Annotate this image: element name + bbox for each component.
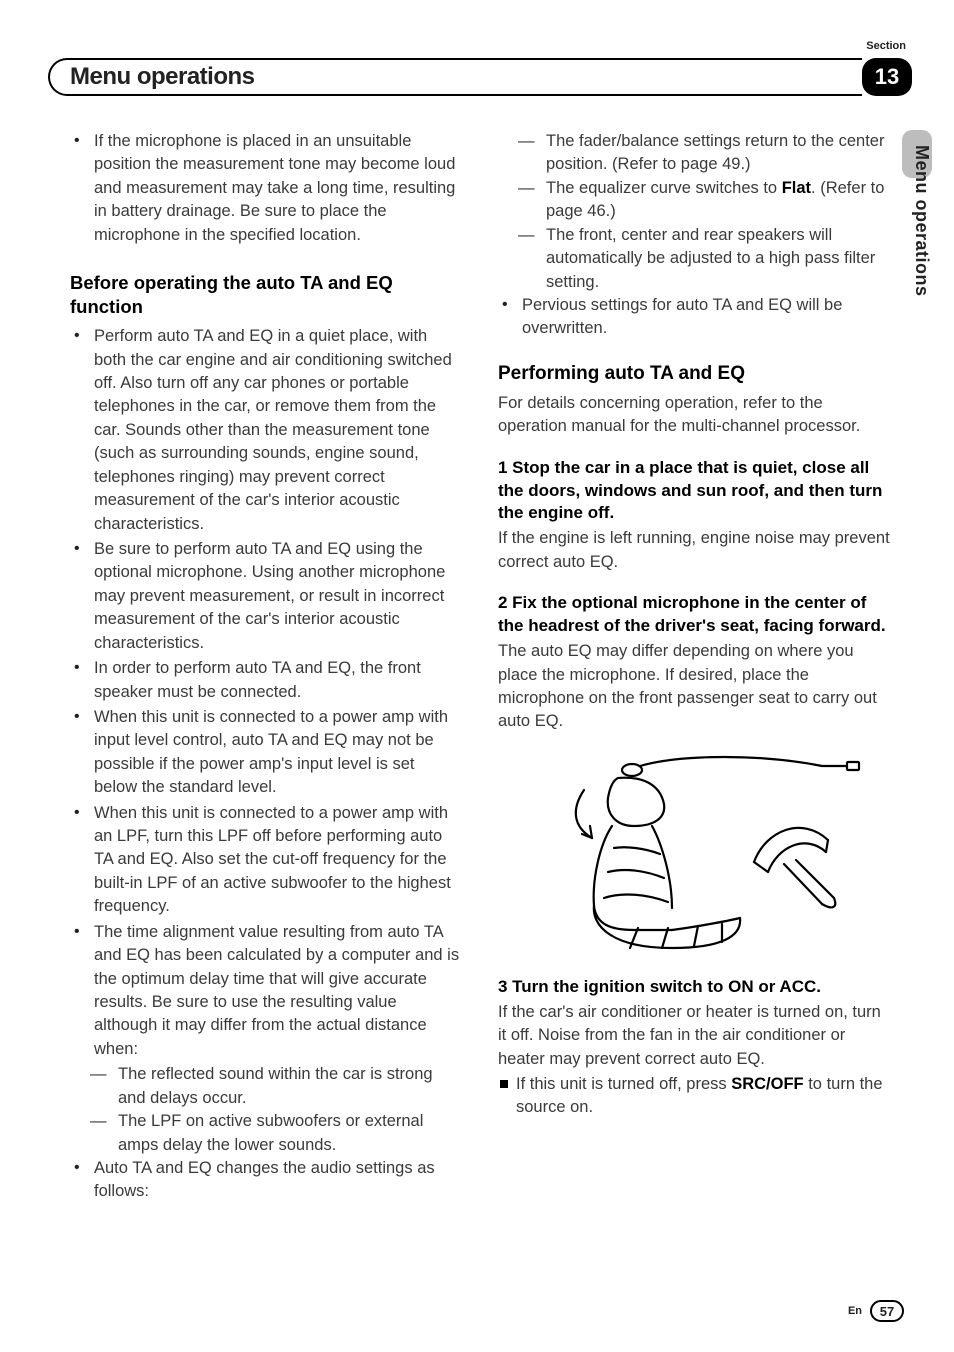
content: If the microphone is placed in an unsuit… [70,130,890,1206]
right-column: The fader/balance settings return to the… [498,130,890,1206]
step-heading: 3 Turn the ignition switch to ON or ACC. [498,976,890,999]
dash-item: The LPF on active subwoofers or external… [70,1110,462,1157]
note-pre: If this unit is turned off, press [516,1075,731,1093]
note-bold: SRC/OFF [731,1075,803,1093]
list-item: Perform auto TA and EQ in a quiet place,… [70,325,462,536]
side-tab: Menu operations [902,145,932,297]
dash-item: The fader/balance settings return to the… [498,130,890,177]
step-heading: 1 Stop the car in a place that is quiet,… [498,457,890,526]
heading-perform: Performing auto TA and EQ [498,361,890,388]
list-item: The time alignment value resulting from … [70,921,462,1062]
dash-item: The equalizer curve switches to Flat. (R… [498,177,890,224]
heading-before: Before operating the auto TA and EQ func… [70,271,462,319]
header-pill: Menu operations [48,58,862,96]
list-item: When this unit is connected to a power a… [70,706,462,800]
section-number-badge: 13 [862,58,912,96]
note: If this unit is turned off, press SRC/OF… [498,1073,890,1120]
step-heading: 2 Fix the optional microphone in the cen… [498,592,890,638]
paragraph: If the car's air conditioner or heater i… [498,1001,890,1071]
footer: En 57 [848,1300,904,1322]
page-header: Menu operations 13 [48,58,912,98]
dash-item: The reflected sound within the car is st… [70,1063,462,1110]
list-item: Be sure to perform auto TA and EQ using … [70,538,462,655]
page-number: 57 [870,1300,904,1322]
list-item: Pervious settings for auto TA and EQ wil… [498,294,890,341]
list-item: If the microphone is placed in an unsuit… [70,130,462,247]
list-item: In order to perform auto TA and EQ, the … [70,657,462,704]
section-label: Section [866,40,906,52]
lang-code: En [848,1305,862,1317]
list-item: Auto TA and EQ changes the audio setting… [70,1157,462,1204]
paragraph: If the engine is left running, engine no… [498,527,890,574]
dash-text-bold: Flat [782,179,811,197]
dash-item: The front, center and rear speakers will… [498,224,890,294]
list-item: When this unit is connected to a power a… [70,802,462,919]
paragraph: For details concerning operation, refer … [498,392,890,439]
dash-text-pre: The equalizer curve switches to [546,179,782,197]
header-title: Menu operations [70,63,255,91]
left-column: If the microphone is placed in an unsuit… [70,130,462,1206]
seat-illustration [522,748,862,958]
paragraph: The auto EQ may differ depending on wher… [498,640,890,734]
